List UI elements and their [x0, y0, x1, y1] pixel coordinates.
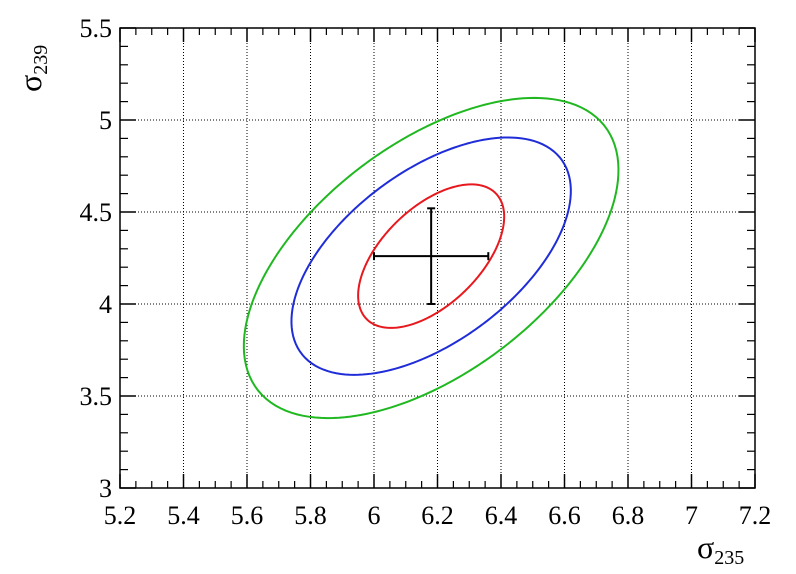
y-tick-label: 5: [99, 106, 112, 135]
x-tick-label: 5.2: [104, 501, 137, 530]
x-axis-symbol: σ: [697, 529, 714, 565]
y-tick-label: 3: [99, 474, 112, 503]
x-axis-title: σ235: [697, 529, 744, 569]
y-axis-ticks: 3 3.5 4 4.5 5 5.5: [80, 14, 755, 503]
y-axis-subscript: 239: [30, 45, 52, 75]
x-tick-label: 5.6: [231, 501, 264, 530]
y-axis-title: σ239: [12, 45, 52, 92]
y-axis-symbol: σ: [12, 75, 48, 92]
contour-ellipses: [242, 96, 620, 420]
x-tick-label: 7: [685, 501, 698, 530]
x-tick-label: 6.6: [548, 501, 581, 530]
y-tick-label: 3.5: [80, 382, 113, 411]
contour-middle: [290, 136, 572, 376]
x-tick-label: 5.4: [167, 501, 200, 530]
best-fit-point: [373, 207, 490, 305]
x-tick-label: 7.2: [739, 501, 772, 530]
x-tick-label: 6.4: [485, 501, 518, 530]
grid-lines: [120, 28, 755, 488]
x-tick-label: 6: [368, 501, 381, 530]
y-tick-label: 5.5: [80, 14, 113, 43]
x-tick-label: 5.8: [294, 501, 327, 530]
y-tick-label: 4: [99, 290, 112, 319]
x-axis-ticks: 5.2 5.4 5.6 5.8 6 6.2 6.4 6.6 6.8 7 7.2: [104, 28, 772, 530]
contour-inner: [357, 183, 506, 329]
contour-outer: [242, 96, 620, 420]
x-tick-label: 6.2: [421, 501, 454, 530]
x-axis-subscript: 235: [714, 547, 744, 569]
x-tick-label: 6.8: [612, 501, 645, 530]
y-tick-label: 4.5: [80, 198, 113, 227]
